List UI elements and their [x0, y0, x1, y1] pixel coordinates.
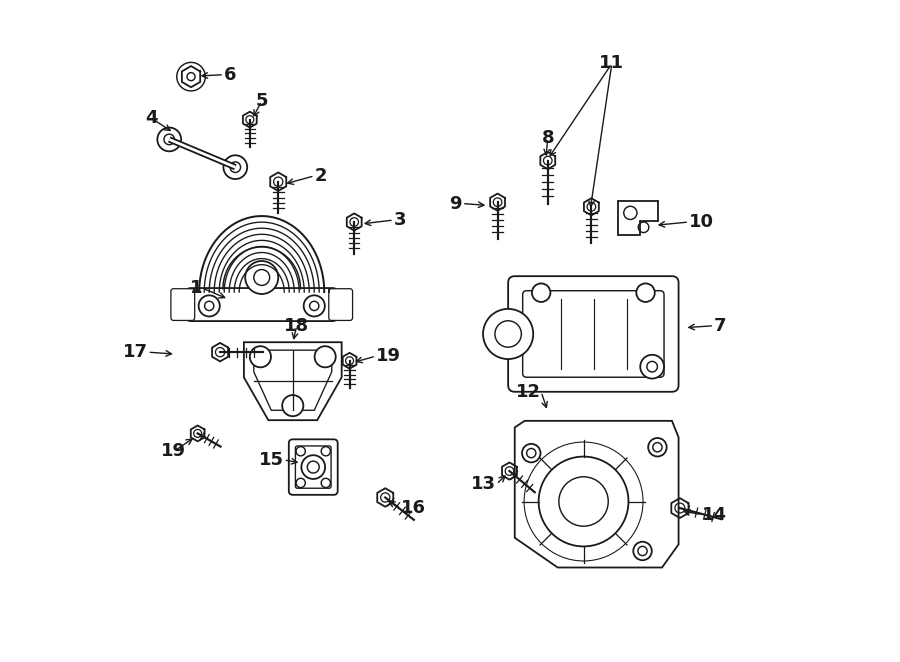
- Circle shape: [283, 395, 303, 416]
- Text: 16: 16: [400, 499, 426, 517]
- Text: 6: 6: [224, 66, 237, 83]
- FancyBboxPatch shape: [186, 288, 337, 321]
- Circle shape: [648, 438, 667, 457]
- FancyBboxPatch shape: [171, 289, 194, 320]
- Text: 10: 10: [689, 213, 714, 231]
- Text: 4: 4: [145, 109, 158, 127]
- Circle shape: [634, 542, 652, 560]
- Circle shape: [303, 295, 325, 316]
- Text: 15: 15: [258, 451, 284, 469]
- Text: 2: 2: [315, 167, 327, 185]
- FancyBboxPatch shape: [289, 440, 338, 495]
- Circle shape: [522, 444, 541, 462]
- Text: 19: 19: [376, 347, 401, 365]
- Text: 17: 17: [122, 343, 148, 361]
- Text: 1: 1: [190, 279, 203, 297]
- Circle shape: [245, 261, 278, 294]
- Circle shape: [636, 283, 655, 302]
- Circle shape: [158, 128, 181, 152]
- Text: 18: 18: [284, 316, 310, 335]
- FancyBboxPatch shape: [523, 291, 664, 377]
- Circle shape: [315, 346, 336, 367]
- Circle shape: [483, 309, 533, 359]
- Text: 11: 11: [599, 54, 625, 72]
- Circle shape: [532, 283, 551, 302]
- Circle shape: [538, 457, 628, 546]
- Circle shape: [199, 295, 220, 316]
- Polygon shape: [515, 421, 679, 567]
- FancyBboxPatch shape: [508, 276, 679, 392]
- Circle shape: [640, 355, 664, 379]
- FancyBboxPatch shape: [295, 446, 331, 489]
- Polygon shape: [244, 342, 342, 420]
- Polygon shape: [618, 201, 658, 235]
- Text: 7: 7: [715, 316, 726, 335]
- Text: 13: 13: [472, 475, 496, 493]
- Text: 12: 12: [517, 383, 541, 401]
- Text: 8: 8: [542, 129, 554, 147]
- FancyBboxPatch shape: [328, 289, 353, 320]
- Text: 3: 3: [394, 211, 406, 229]
- Text: 14: 14: [702, 506, 727, 524]
- Text: 5: 5: [256, 92, 268, 110]
- Circle shape: [250, 346, 271, 367]
- Text: 19: 19: [161, 442, 186, 460]
- Circle shape: [223, 156, 248, 179]
- Text: 9: 9: [449, 195, 462, 213]
